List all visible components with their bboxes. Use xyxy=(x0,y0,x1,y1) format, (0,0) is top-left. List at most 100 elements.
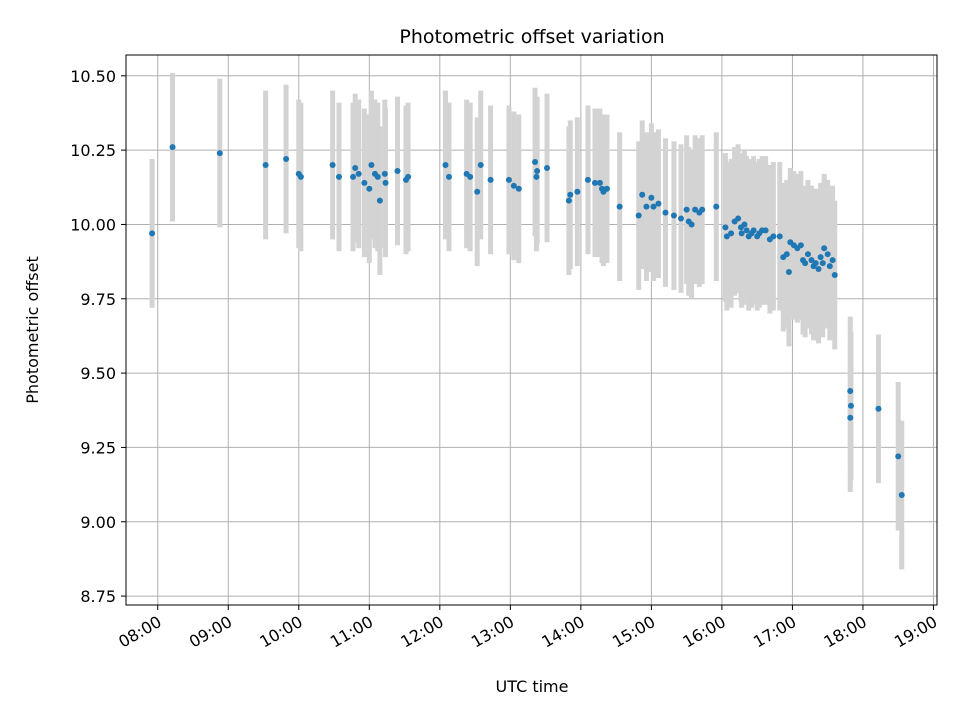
data-points xyxy=(149,144,905,498)
data-point xyxy=(532,159,539,166)
data-point xyxy=(743,227,750,234)
data-point xyxy=(394,167,401,174)
data-point xyxy=(374,173,381,180)
data-point xyxy=(762,227,769,234)
data-point xyxy=(812,260,819,267)
data-point xyxy=(670,212,677,219)
data-point xyxy=(505,176,512,183)
data-point xyxy=(750,227,757,234)
data-point xyxy=(596,179,603,186)
data-point xyxy=(169,144,176,151)
data-point xyxy=(688,221,695,228)
data-point xyxy=(847,402,854,409)
data-point xyxy=(376,197,383,204)
data-point xyxy=(565,197,572,204)
data-point xyxy=(405,173,412,180)
data-point xyxy=(723,233,730,240)
data-point xyxy=(639,191,646,198)
data-point xyxy=(776,233,783,240)
y-tick-label: 9.50 xyxy=(80,364,116,383)
y-tick-label: 10.25 xyxy=(70,141,116,160)
data-point xyxy=(635,212,642,219)
data-point xyxy=(382,179,389,186)
chart-title: Photometric offset variation xyxy=(399,26,664,48)
data-point xyxy=(678,215,685,222)
data-point xyxy=(804,251,811,258)
data-point xyxy=(355,170,362,177)
data-point xyxy=(824,251,831,258)
data-point xyxy=(445,173,452,180)
data-point xyxy=(847,387,854,394)
data-point xyxy=(655,200,662,207)
data-point xyxy=(875,405,882,412)
data-point xyxy=(738,230,745,237)
y-tick-label: 9.75 xyxy=(80,290,116,309)
data-point xyxy=(817,254,824,261)
data-point xyxy=(616,203,623,210)
y-axis-label: Photometric offset xyxy=(23,256,42,404)
data-point xyxy=(544,164,551,171)
data-point xyxy=(692,206,699,213)
data-point xyxy=(487,176,494,183)
data-point xyxy=(898,492,905,498)
data-point xyxy=(741,221,748,228)
data-point xyxy=(699,206,706,213)
data-point xyxy=(335,173,342,180)
data-point xyxy=(350,173,357,180)
data-point xyxy=(574,188,581,195)
data-point xyxy=(728,230,735,237)
data-point xyxy=(474,188,481,195)
data-point xyxy=(808,257,815,264)
data-point xyxy=(603,185,610,192)
data-point xyxy=(826,263,833,270)
data-point xyxy=(650,203,657,210)
data-point xyxy=(713,203,720,210)
data-point xyxy=(643,203,650,210)
data-point xyxy=(216,150,223,157)
data-point xyxy=(533,173,540,180)
data-point xyxy=(662,209,669,216)
data-point xyxy=(361,179,368,186)
data-point xyxy=(534,167,541,174)
data-point xyxy=(831,272,838,278)
data-point xyxy=(683,206,690,213)
data-point xyxy=(329,162,336,168)
data-point xyxy=(819,260,826,267)
data-point xyxy=(477,162,484,168)
data-point xyxy=(510,182,517,189)
data-point xyxy=(352,164,359,171)
y-tick-label: 9.25 xyxy=(80,438,116,457)
data-point xyxy=(783,251,790,258)
data-point xyxy=(149,230,156,237)
data-point xyxy=(648,194,655,201)
y-tick-label: 10.50 xyxy=(70,67,116,86)
data-point xyxy=(815,266,822,273)
data-point xyxy=(722,224,729,231)
data-point xyxy=(262,162,269,168)
data-point xyxy=(584,176,591,183)
data-point xyxy=(368,162,375,168)
y-tick-label: 9.00 xyxy=(80,513,116,532)
data-point xyxy=(735,215,742,222)
plot-frame xyxy=(125,54,938,606)
data-point xyxy=(770,233,777,240)
data-point xyxy=(797,242,804,249)
y-axis-ticks: 8.75 9.00 9.25 9.50 9.75 10.00 10.25 10.50 xyxy=(70,67,126,606)
data-point xyxy=(785,269,792,276)
data-point xyxy=(467,173,474,180)
data-point xyxy=(515,185,522,192)
data-point xyxy=(567,191,574,198)
data-point xyxy=(366,185,373,192)
y-tick-label: 8.75 xyxy=(80,587,116,606)
data-point xyxy=(297,173,304,180)
data-point xyxy=(821,245,828,252)
data-point xyxy=(591,179,598,186)
data-point xyxy=(802,260,809,267)
data-point xyxy=(847,414,854,421)
data-point xyxy=(283,156,290,163)
data-point xyxy=(442,162,449,168)
data-point xyxy=(381,170,388,177)
data-point xyxy=(895,453,902,460)
x-axis-label: UTC time xyxy=(496,677,569,696)
